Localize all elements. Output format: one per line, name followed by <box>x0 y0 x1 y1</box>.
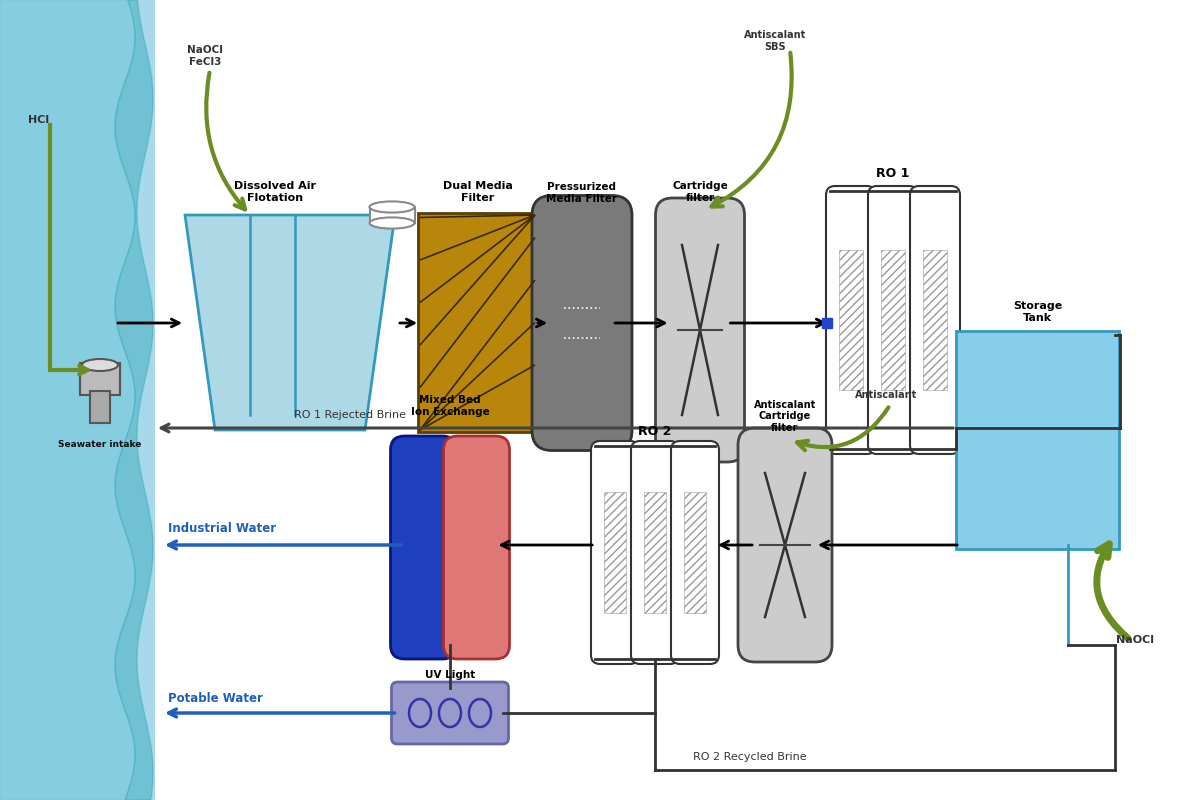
Text: Antiscalant
Cartridge
filter: Antiscalant Cartridge filter <box>754 400 816 433</box>
Text: Storage
Tank: Storage Tank <box>1013 302 1062 323</box>
FancyBboxPatch shape <box>631 441 679 664</box>
Text: Industrial Water: Industrial Water <box>168 522 276 535</box>
Text: UV Light: UV Light <box>425 670 475 680</box>
Text: Cartridge
filter: Cartridge filter <box>672 182 728 203</box>
Text: RO 2: RO 2 <box>638 425 672 438</box>
Ellipse shape <box>370 202 414 213</box>
FancyBboxPatch shape <box>826 186 876 454</box>
Text: Seawater intake: Seawater intake <box>59 440 142 449</box>
Ellipse shape <box>82 359 118 371</box>
FancyBboxPatch shape <box>444 436 510 659</box>
Text: RO 1: RO 1 <box>876 167 910 180</box>
FancyBboxPatch shape <box>0 0 155 800</box>
Text: Potable Water: Potable Water <box>168 692 263 705</box>
Text: Dual Media
Filter: Dual Media Filter <box>443 182 512 203</box>
FancyBboxPatch shape <box>655 198 744 462</box>
FancyBboxPatch shape <box>391 682 509 744</box>
Polygon shape <box>185 215 395 430</box>
Text: NaOCl: NaOCl <box>1116 635 1154 645</box>
FancyBboxPatch shape <box>370 207 414 223</box>
FancyBboxPatch shape <box>532 195 632 450</box>
FancyBboxPatch shape <box>671 441 719 664</box>
Text: Dissolved Air
Flotation: Dissolved Air Flotation <box>234 182 316 203</box>
Text: NaOCl
FeCl3: NaOCl FeCl3 <box>187 45 223 66</box>
Ellipse shape <box>370 218 414 229</box>
FancyBboxPatch shape <box>868 186 918 454</box>
Text: RO 2 Recycled Brine: RO 2 Recycled Brine <box>694 752 806 762</box>
FancyBboxPatch shape <box>592 441 640 664</box>
Text: HCl: HCl <box>28 115 49 125</box>
Text: Pressurized
Media Filter: Pressurized Media Filter <box>546 182 618 203</box>
Text: Antiscalant: Antiscalant <box>856 390 917 400</box>
FancyBboxPatch shape <box>910 186 960 454</box>
Text: Mixed Bed
Ion Exchange: Mixed Bed Ion Exchange <box>410 395 490 417</box>
FancyBboxPatch shape <box>738 428 832 662</box>
Text: Antiscalant
SBS: Antiscalant SBS <box>744 30 806 51</box>
FancyBboxPatch shape <box>390 436 456 659</box>
FancyBboxPatch shape <box>90 391 110 423</box>
FancyBboxPatch shape <box>80 363 120 395</box>
FancyBboxPatch shape <box>418 213 538 432</box>
Text: RO 1 Rejected Brine: RO 1 Rejected Brine <box>294 410 406 420</box>
FancyBboxPatch shape <box>956 331 1120 549</box>
